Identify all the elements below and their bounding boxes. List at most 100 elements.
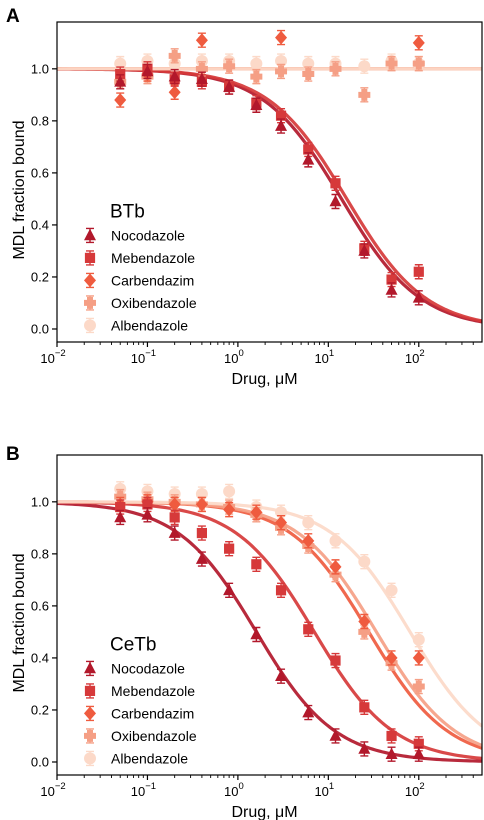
data-point [114,75,127,87]
data-point [275,119,288,131]
data-point [223,80,236,92]
legend-label: Albendazole [111,317,188,333]
data-point [142,499,153,510]
legend-label: Albendazole [111,750,188,766]
series-nocodazole [114,63,425,306]
legend-entry: Mebendazole [84,683,195,699]
legend-label: Carbendazim [111,705,194,721]
data-point [413,266,424,277]
x-axis-title: Drug, μM [231,371,297,388]
panel-letter: B [6,444,20,465]
legend-marker [84,319,96,332]
data-point [275,65,288,78]
x-tick-label: 100 [224,781,244,799]
data-point [169,512,180,523]
legend-label: Nocodazole [111,660,185,676]
data-point [302,68,315,81]
data-point [115,68,126,80]
y-tick-label: 0.8 [31,546,49,561]
data-point [168,49,181,62]
panel-letter: A [6,6,20,27]
y-tick-label: 0.6 [31,598,49,613]
data-point [386,274,397,285]
data-point [386,730,397,742]
y-tick-label: 0.4 [31,650,49,665]
data-point [412,747,425,759]
data-point [223,60,236,73]
data-point [275,585,287,596]
data-point [250,57,263,70]
legend-marker [84,729,96,742]
legend-marker [84,296,96,309]
data-point [195,33,208,48]
legend-marker [84,661,96,674]
legend: BTb Nocodazole Mebendazole Carbendazim Oxibe… [84,201,197,333]
data-point [358,614,371,629]
data-point [385,747,398,759]
fit-curves [57,500,482,763]
data-point [250,98,263,111]
data-point [115,501,126,513]
legend-entry: Albendazole [84,750,188,766]
y-tick-label: 0.4 [31,217,49,232]
x-tick-label: 101 [314,348,334,366]
data-point [329,194,342,207]
y-tick-label: 0.0 [31,754,49,769]
fit-curves [57,67,482,324]
y-tick-label: 0.2 [31,702,49,717]
x-tick-label: 10−2 [40,348,65,366]
legend-label: Carbendazim [111,272,194,288]
legend: CeTb Nocodazole Mebendazole Carbendazim Oxib… [84,634,197,766]
data-point [329,534,342,547]
legend-marker [84,228,96,241]
data-point [302,533,315,548]
y-tick-label: 0.0 [31,321,49,336]
data-point [412,291,425,303]
x-tick-label: 10−1 [131,348,156,366]
data-point [223,502,236,517]
data-point [303,144,314,155]
data-point [330,655,341,666]
data-point [168,497,181,512]
data-point [168,85,181,100]
x-axis-title: Drug, μM [231,804,297,820]
data-point [275,110,287,121]
plot-frame [56,454,483,776]
legend-label: Mebendazole [111,683,195,699]
data-point [329,559,342,574]
data-point [251,559,262,570]
legend-marker [84,273,96,288]
legend-marker [84,706,96,721]
x-tick-label: 100 [224,348,244,366]
series-oxibendazole [114,48,425,103]
data-point [329,729,342,741]
legend-entry: Carbendazim [84,705,194,721]
data-point [275,515,288,530]
data-point [250,505,263,520]
legend-entry: Nocodazole [84,227,185,243]
series-mebendazole [115,496,424,752]
panel-a: A 0.0 0.2 0.4 0.6 0.8 1.0 10−2 10−1 100 101 102 Drug… [6,6,483,388]
legend-label: Oxibendazole [111,295,197,311]
data-point [195,497,208,512]
legend-label: Oxibendazole [111,728,197,744]
legend-marker [84,685,96,696]
legend-title: BTb [110,201,145,222]
data-point [412,633,425,646]
data-point [223,485,236,498]
data-point [250,627,263,640]
data-point [168,70,181,82]
plot-frame [56,21,483,343]
data-point [329,568,342,581]
legend-title: CeTb [110,634,156,655]
data-point [302,516,315,529]
data-point [303,624,314,635]
data-point [275,669,288,681]
series-nocodazole [114,507,425,762]
data-point [275,30,288,45]
data-points [114,29,425,306]
data-point [359,702,370,713]
data-point [385,651,398,665]
y-tick-label: 0.2 [31,269,49,284]
